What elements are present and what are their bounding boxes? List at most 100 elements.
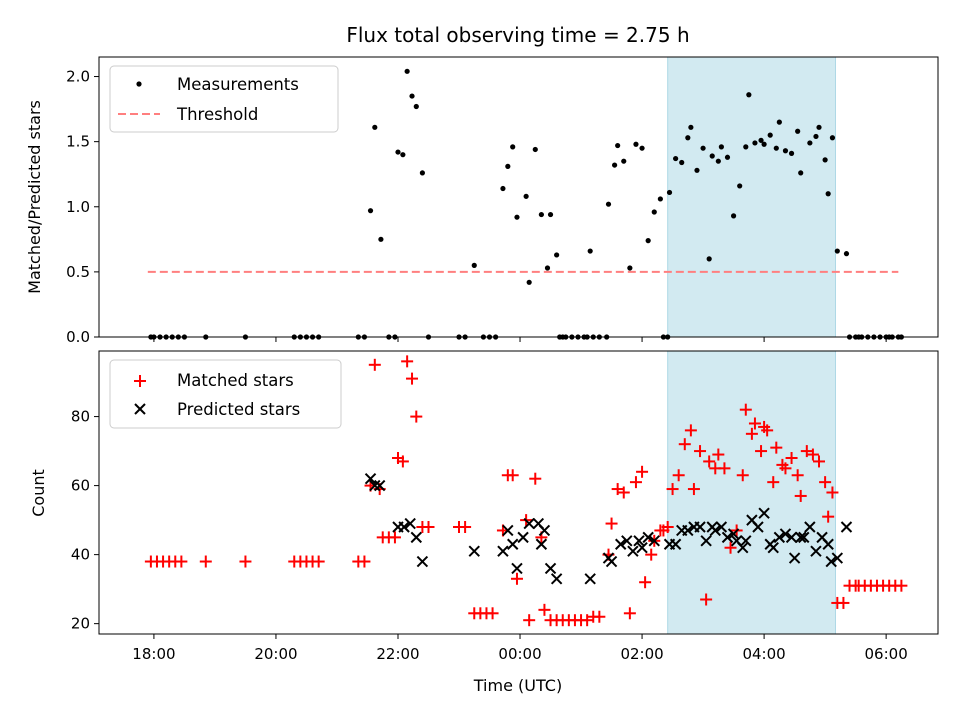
- measurement-point: [400, 152, 406, 158]
- predicted-star-stroke: [740, 535, 752, 547]
- predicted-star-point: [506, 538, 519, 550]
- matched-star-point: [623, 607, 636, 620]
- measurement-point: [737, 183, 743, 189]
- predicted-star-point: [538, 524, 551, 537]
- predicted-star-point: [517, 531, 529, 544]
- matched-star-point: [806, 448, 819, 461]
- measurement-point: [500, 185, 506, 192]
- matched-star-point: [486, 607, 499, 620]
- top-ytick-label: 0.0: [66, 328, 90, 346]
- measurement-point: [807, 140, 813, 146]
- matched-star-point: [736, 469, 749, 482]
- predicted-star-point: [605, 555, 618, 568]
- bottom-xtick-label: 02:00: [620, 645, 663, 663]
- matched-star-point: [312, 555, 325, 568]
- predicted-star-point: [398, 521, 410, 533]
- predicted-star-point: [636, 542, 648, 554]
- predicted-star-stroke: [831, 552, 844, 564]
- matched-stars-series: [144, 355, 908, 627]
- predicted-star-stroke: [627, 545, 639, 557]
- matched-star-point: [703, 455, 716, 468]
- bottom-panel: 20 40 60 80 18:00 20:00 22:00 00:00 02:00 04:00 0…: [29, 350, 939, 695]
- bottom-x-ticks: 18:00 20:00 22:00 00:00 02:00 04:00 06:00: [132, 634, 908, 663]
- measurement-point: [843, 251, 850, 257]
- predicted-star-point: [752, 521, 764, 533]
- predicted-star-stroke: [544, 562, 557, 575]
- measurement-point: [526, 279, 532, 285]
- measurement-point: [547, 211, 554, 218]
- predicted-star-stroke: [737, 542, 749, 554]
- predicted-star-point: [825, 555, 837, 568]
- predicted-star-point: [502, 524, 514, 537]
- predicted-star-stroke: [502, 524, 514, 537]
- measurement-point: [694, 167, 700, 173]
- matched-star-point: [645, 548, 658, 561]
- measurement-point: [718, 144, 724, 150]
- measurement-point: [829, 135, 836, 141]
- predicted-star-point: [795, 531, 807, 544]
- measurement-point: [834, 248, 840, 254]
- predicted-star-point: [715, 521, 728, 533]
- matched-star-point: [694, 445, 707, 458]
- matched-legend-marker: [134, 375, 146, 387]
- predicted-star-stroke: [584, 573, 596, 585]
- predicted-star-stroke: [642, 531, 654, 544]
- measurement-point: [666, 189, 673, 196]
- measurement-point: [627, 265, 633, 271]
- matched-star-point: [684, 424, 697, 437]
- measurement-point: [767, 132, 773, 138]
- matched-star-point: [239, 555, 252, 568]
- measurement-point: [378, 236, 384, 242]
- matched-star-point: [718, 462, 731, 475]
- predicted-star-point: [373, 479, 386, 492]
- predicted-star-point: [523, 517, 535, 530]
- predicted-star-stroke: [468, 545, 480, 557]
- matched-star-point: [422, 521, 435, 534]
- predicted-star-stroke: [773, 531, 786, 544]
- highlight-span-rect: [667, 350, 836, 635]
- highlight-span-rect: [667, 56, 836, 338]
- predicted-star-stroke: [746, 514, 758, 526]
- predicted-star-stroke: [506, 538, 519, 550]
- predicted-star-stroke: [416, 555, 429, 568]
- predicted-star-point: [721, 531, 734, 544]
- matched-star-point: [700, 593, 713, 606]
- measurement-point: [510, 144, 516, 150]
- predicted-star-stroke: [636, 542, 648, 554]
- bottom-xtick-label: 18:00: [132, 645, 175, 663]
- measurement-point: [822, 157, 828, 163]
- predicted-star-stroke: [538, 524, 551, 537]
- matched-star-point: [895, 579, 908, 592]
- measurement-point: [605, 201, 612, 207]
- predicted-star-point: [648, 535, 660, 547]
- predicted-star-stroke: [822, 538, 834, 550]
- measurement-point: [419, 170, 425, 176]
- measurement-point: [633, 141, 639, 147]
- matched-star-point: [661, 521, 674, 534]
- matched-star-point: [724, 541, 737, 554]
- measurement-point: [746, 92, 752, 98]
- predicted-star-point: [627, 545, 639, 557]
- predicted-star-point: [700, 535, 712, 547]
- measurement-point: [776, 119, 782, 125]
- matched-star-point: [819, 476, 832, 489]
- predicted-star-stroke: [752, 521, 764, 533]
- legend-label-matched: Matched stars: [177, 371, 294, 390]
- matched-star-point: [794, 489, 807, 502]
- predicted-star-point: [798, 531, 810, 544]
- measurement-point: [639, 145, 645, 151]
- predicted-star-stroke: [727, 528, 740, 540]
- top-y-ticks: 0.0 0.5 1.0 1.5 2.0: [66, 68, 99, 346]
- matched-star-point: [358, 555, 371, 568]
- predicted-star-point: [767, 542, 779, 554]
- predicted-star-stroke: [694, 521, 706, 533]
- bottom-y-ticks: 20 40 60 80: [71, 408, 99, 633]
- predicted-star-stroke: [715, 521, 728, 533]
- predicted-star-stroke: [369, 479, 381, 492]
- matched-star-point: [401, 355, 414, 368]
- bottom-ytick-label: 20: [71, 615, 90, 633]
- bottom-legend-frame: [109, 359, 342, 429]
- measurement-point: [724, 154, 731, 160]
- predicted-star-stroke: [497, 545, 509, 557]
